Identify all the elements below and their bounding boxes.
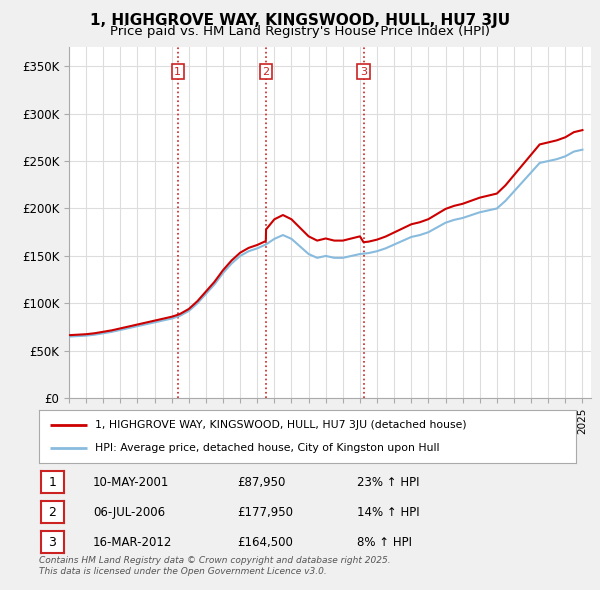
Text: £177,950: £177,950 — [237, 506, 293, 519]
Text: 10-MAY-2001: 10-MAY-2001 — [93, 476, 169, 489]
Text: 1: 1 — [174, 67, 181, 77]
Text: 23% ↑ HPI: 23% ↑ HPI — [357, 476, 419, 489]
Text: 2: 2 — [263, 67, 269, 77]
Text: 06-JUL-2006: 06-JUL-2006 — [93, 506, 165, 519]
Text: 3: 3 — [360, 67, 367, 77]
Text: 1, HIGHGROVE WAY, KINGSWOOD, HULL, HU7 3JU: 1, HIGHGROVE WAY, KINGSWOOD, HULL, HU7 3… — [90, 13, 510, 28]
Text: Contains HM Land Registry data © Crown copyright and database right 2025.
This d: Contains HM Land Registry data © Crown c… — [39, 556, 391, 576]
Text: Price paid vs. HM Land Registry's House Price Index (HPI): Price paid vs. HM Land Registry's House … — [110, 25, 490, 38]
Text: 2: 2 — [48, 506, 56, 519]
Text: 14% ↑ HPI: 14% ↑ HPI — [357, 506, 419, 519]
Text: 1, HIGHGROVE WAY, KINGSWOOD, HULL, HU7 3JU (detached house): 1, HIGHGROVE WAY, KINGSWOOD, HULL, HU7 3… — [95, 420, 467, 430]
Text: £87,950: £87,950 — [237, 476, 286, 489]
Text: HPI: Average price, detached house, City of Kingston upon Hull: HPI: Average price, detached house, City… — [95, 443, 440, 453]
Text: £164,500: £164,500 — [237, 536, 293, 549]
Text: 1: 1 — [48, 476, 56, 489]
Text: 3: 3 — [48, 536, 56, 549]
Text: 16-MAR-2012: 16-MAR-2012 — [93, 536, 172, 549]
Text: 8% ↑ HPI: 8% ↑ HPI — [357, 536, 412, 549]
